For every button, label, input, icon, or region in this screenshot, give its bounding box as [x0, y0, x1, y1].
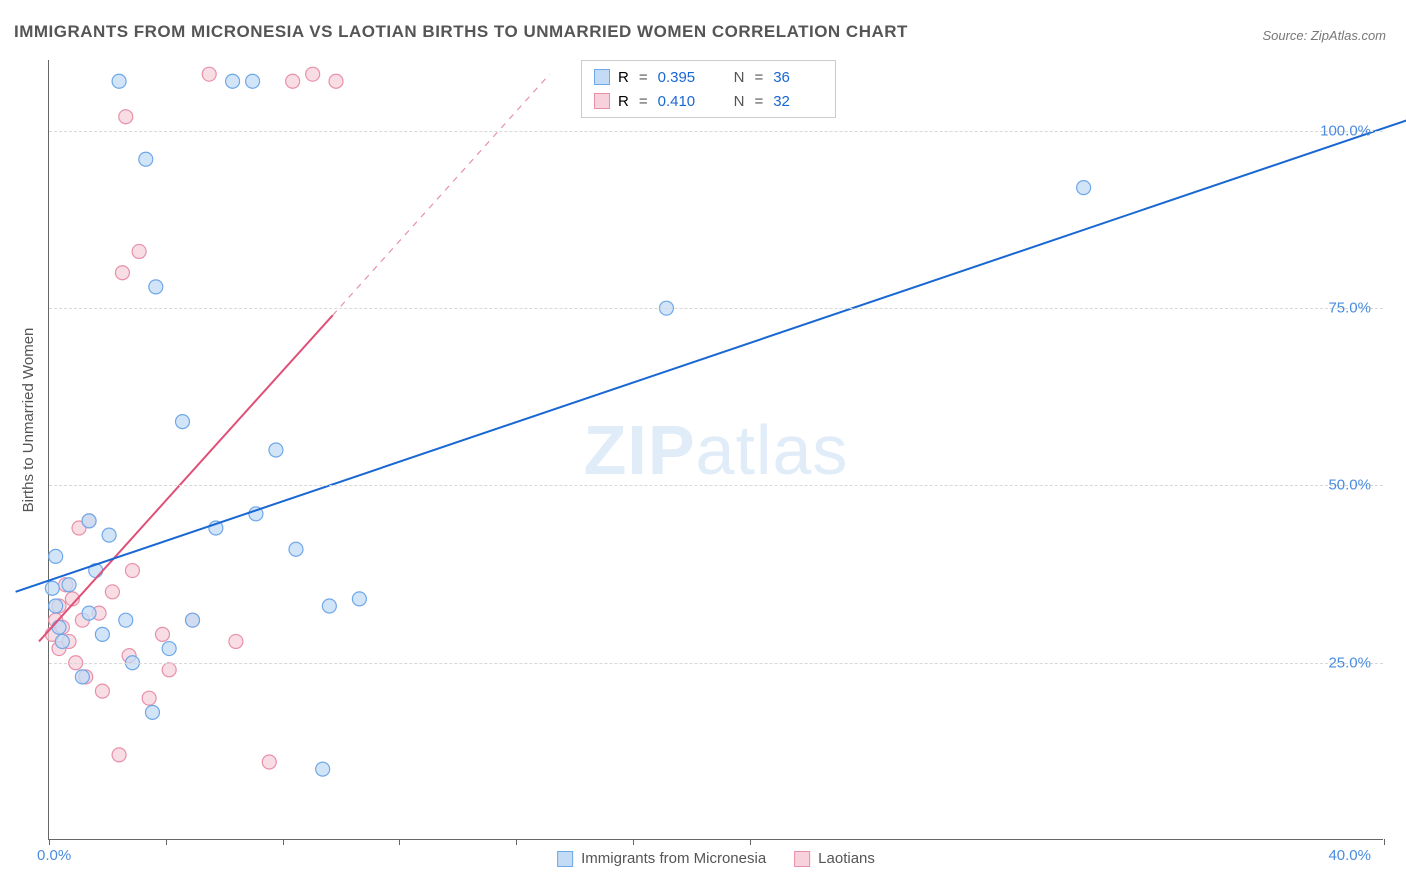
x-axis-min-label: 0.0%	[37, 847, 71, 864]
data-point	[226, 74, 240, 88]
data-point	[289, 542, 303, 556]
equals-sign: =	[639, 69, 648, 86]
data-point	[49, 549, 63, 563]
data-point	[316, 762, 330, 776]
data-point	[186, 613, 200, 627]
data-point	[82, 606, 96, 620]
data-point	[115, 266, 129, 280]
data-point	[105, 585, 119, 599]
plot-area: ZIPatlas R = 0.395 N = 36 R = 0.410 N = …	[48, 60, 1383, 840]
trend-line	[16, 117, 1406, 592]
y-tick-label: 100.0%	[1320, 122, 1371, 139]
r-label: R	[618, 93, 629, 110]
data-point	[269, 443, 283, 457]
data-point	[132, 244, 146, 258]
legend-item-1: Immigrants from Micronesia	[557, 850, 766, 867]
n-value-2: 32	[773, 93, 823, 110]
data-point	[155, 627, 169, 641]
x-tick	[283, 839, 284, 845]
data-point	[75, 670, 89, 684]
data-point	[322, 599, 336, 613]
gridline	[49, 485, 1383, 486]
gridline	[49, 308, 1383, 309]
x-tick	[166, 839, 167, 845]
r-value-2: 0.410	[658, 93, 708, 110]
series-1-name: Immigrants from Micronesia	[581, 850, 766, 867]
data-point	[176, 415, 190, 429]
x-tick	[516, 839, 517, 845]
legend-row-series2: R = 0.410 N = 32	[594, 89, 823, 113]
y-axis-label: Births to Unmarried Women	[20, 328, 37, 513]
data-point	[119, 110, 133, 124]
n-value-1: 36	[773, 69, 823, 86]
data-point	[82, 514, 96, 528]
y-tick-label: 25.0%	[1328, 654, 1371, 671]
chart-title: IMMIGRANTS FROM MICRONESIA VS LAOTIAN BI…	[14, 22, 908, 42]
data-point	[139, 152, 153, 166]
data-point	[45, 581, 59, 595]
data-point	[112, 74, 126, 88]
chart-svg	[49, 60, 1383, 839]
series-2-name: Laotians	[818, 850, 875, 867]
data-point	[202, 67, 216, 81]
n-label: N	[734, 93, 745, 110]
y-tick-label: 75.0%	[1328, 300, 1371, 317]
trend-line	[333, 74, 550, 315]
data-point	[162, 642, 176, 656]
data-point	[329, 74, 343, 88]
equals-sign: =	[639, 93, 648, 110]
data-point	[1077, 181, 1091, 195]
gridline	[49, 131, 1383, 132]
r-label: R	[618, 69, 629, 86]
correlation-legend: R = 0.395 N = 36 R = 0.410 N = 32	[581, 60, 836, 118]
data-point	[352, 592, 366, 606]
data-point	[95, 627, 109, 641]
x-tick	[633, 839, 634, 845]
data-point	[95, 684, 109, 698]
series-legend: Immigrants from Micronesia Laotians	[557, 850, 875, 867]
data-point	[142, 691, 156, 705]
legend-item-2: Laotians	[794, 850, 875, 867]
equals-sign: =	[754, 93, 763, 110]
data-point	[149, 280, 163, 294]
swatch-series1-bottom	[557, 851, 573, 867]
legend-row-series1: R = 0.395 N = 36	[594, 65, 823, 89]
data-point	[49, 599, 63, 613]
data-point	[102, 528, 116, 542]
n-label: N	[734, 69, 745, 86]
swatch-series1	[594, 69, 610, 85]
swatch-series2	[594, 93, 610, 109]
y-tick-label: 50.0%	[1328, 477, 1371, 494]
x-tick	[49, 839, 50, 845]
data-point	[112, 748, 126, 762]
data-point	[286, 74, 300, 88]
data-point	[62, 578, 76, 592]
data-point	[306, 67, 320, 81]
data-point	[145, 705, 159, 719]
equals-sign: =	[754, 69, 763, 86]
r-value-1: 0.395	[658, 69, 708, 86]
x-axis-max-label: 40.0%	[1328, 847, 1371, 864]
data-point	[262, 755, 276, 769]
data-point	[162, 663, 176, 677]
swatch-series2-bottom	[794, 851, 810, 867]
trend-line	[39, 315, 333, 641]
data-point	[246, 74, 260, 88]
data-point	[119, 613, 133, 627]
data-point	[125, 564, 139, 578]
data-point	[52, 620, 66, 634]
x-tick	[399, 839, 400, 845]
x-tick	[1384, 839, 1385, 845]
data-point	[55, 634, 69, 648]
data-point	[229, 634, 243, 648]
gridline	[49, 663, 1383, 664]
x-tick	[750, 839, 751, 845]
source-attribution: Source: ZipAtlas.com	[1262, 28, 1386, 43]
